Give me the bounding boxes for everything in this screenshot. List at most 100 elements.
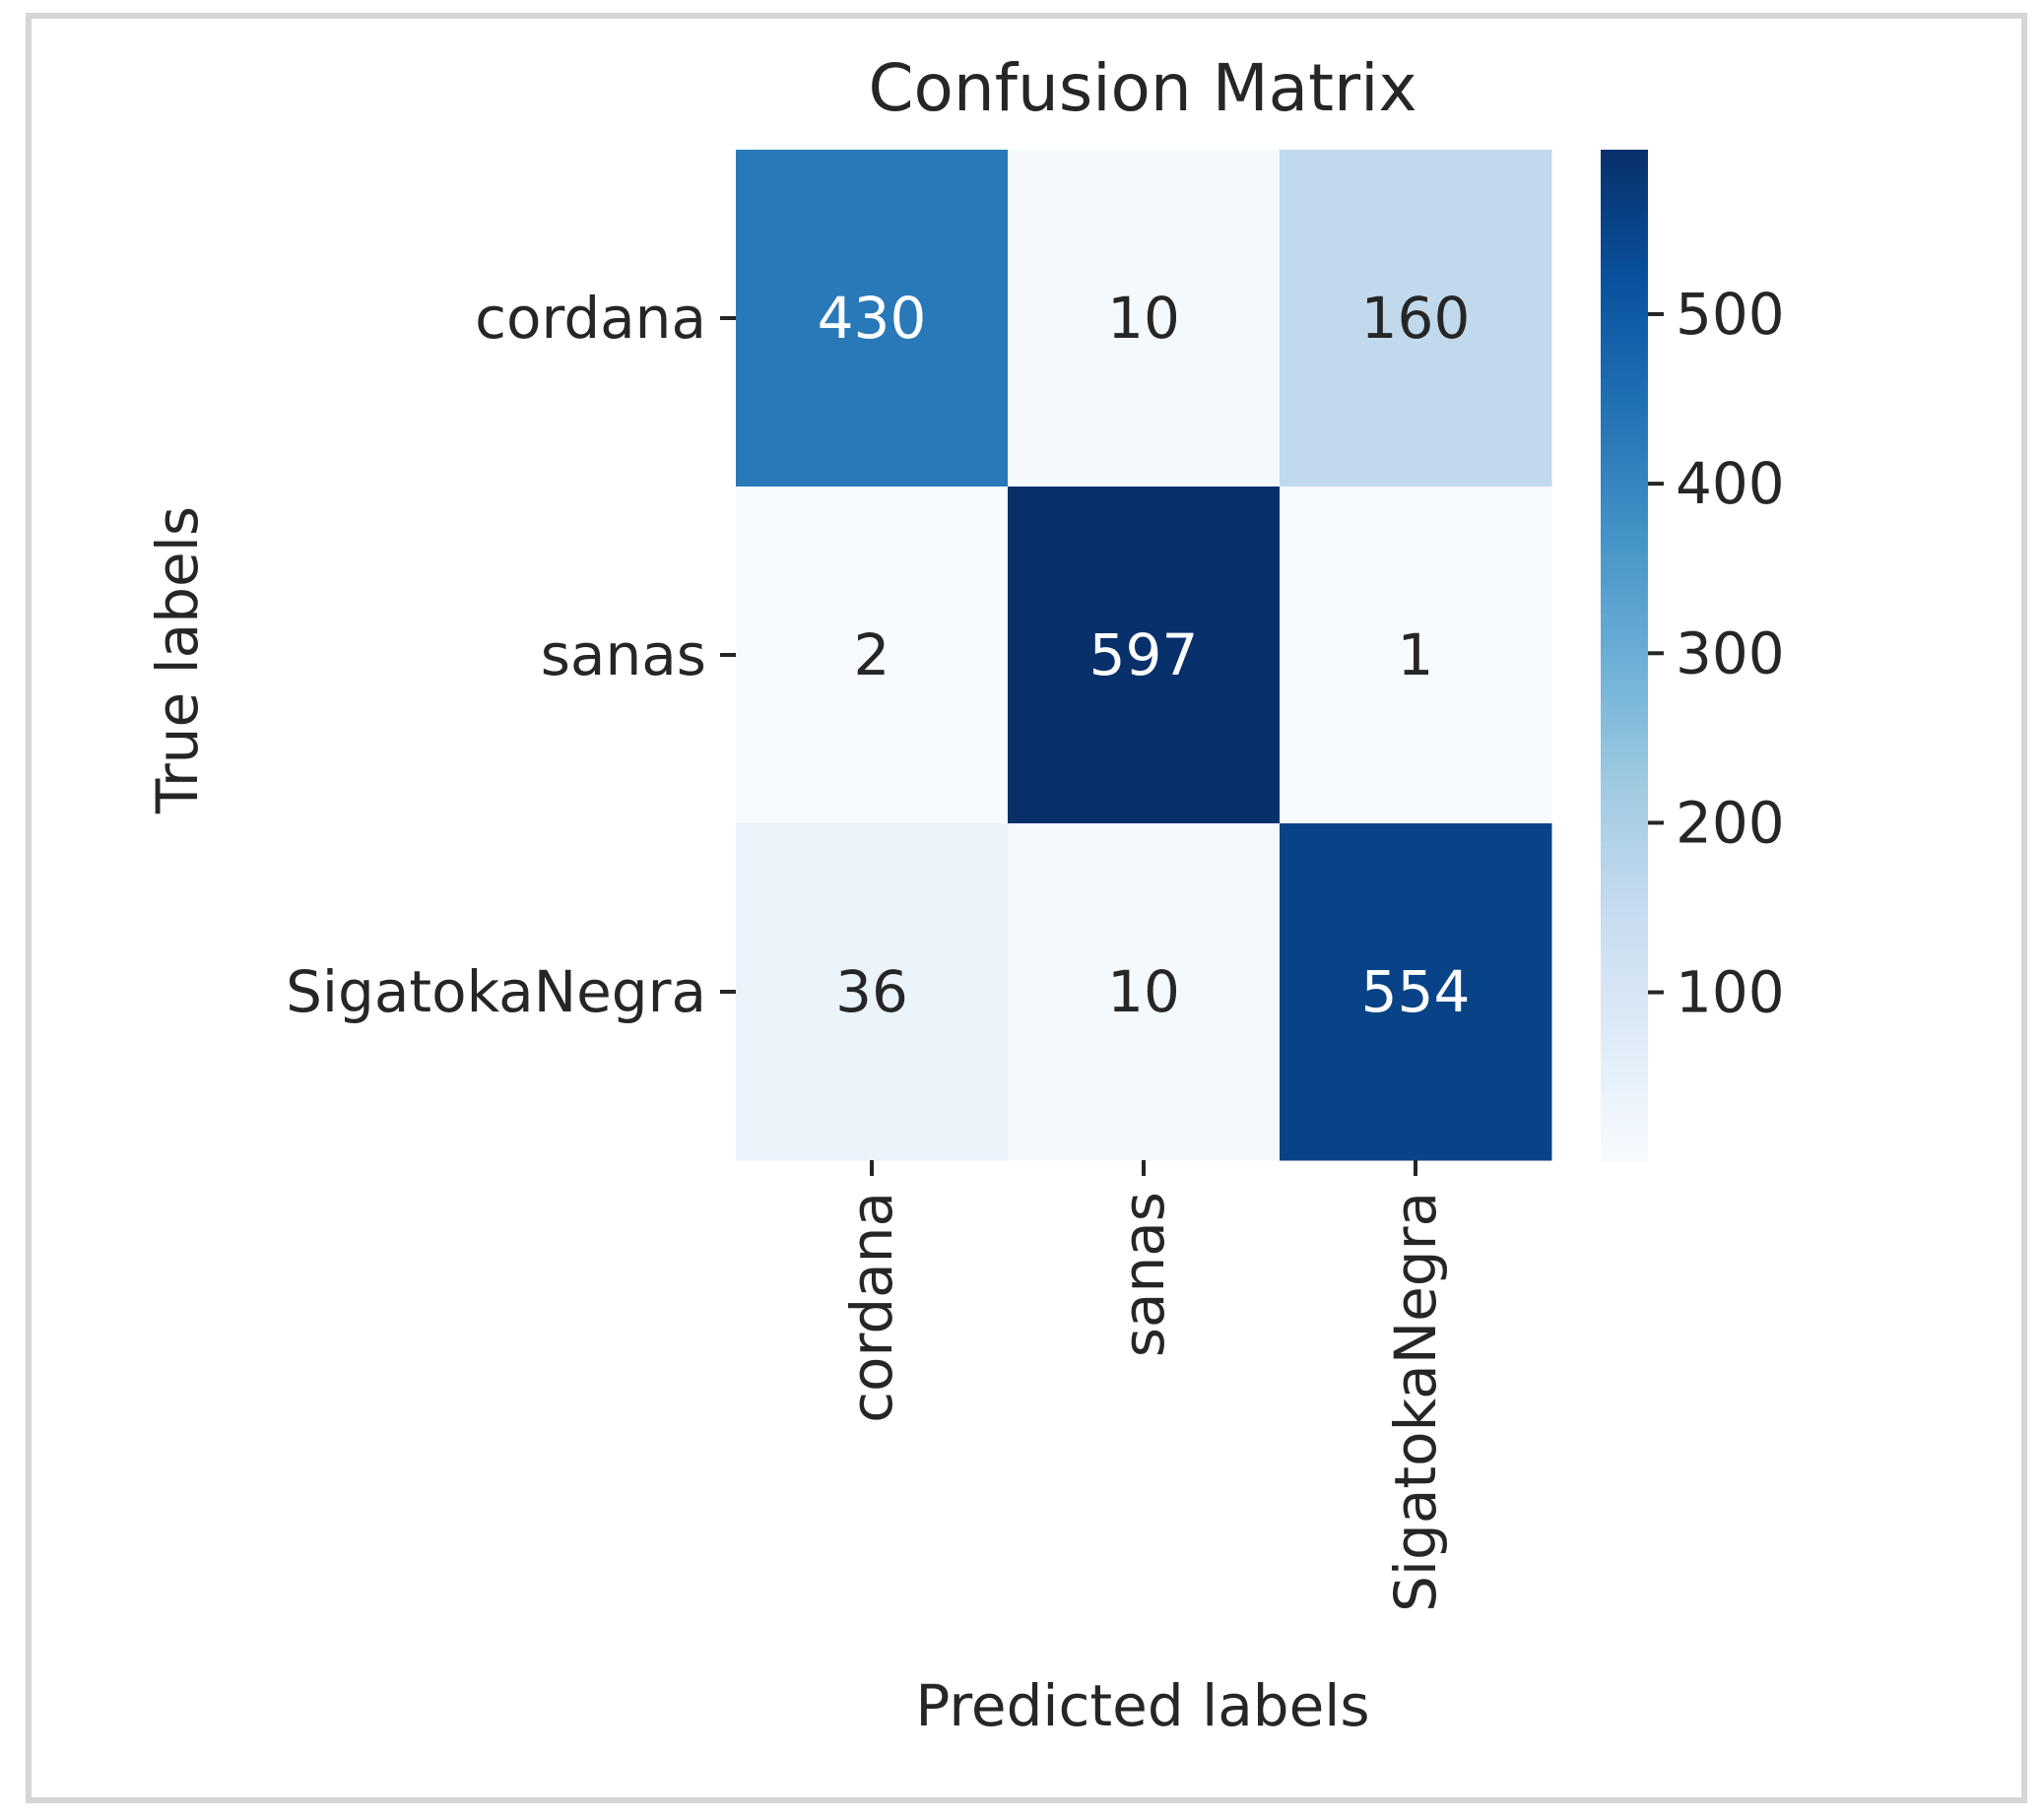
colorbar-segment <box>1601 941 1648 951</box>
colorbar-segment <box>1601 553 1648 563</box>
y-axis: cordana sanas SigatokaNegra <box>286 285 736 1025</box>
chart-title: Confusion Matrix <box>868 50 1416 126</box>
colorbar-segment <box>1601 748 1648 757</box>
colorbar-segment <box>1601 368 1648 378</box>
colorbar-segment <box>1601 764 1648 774</box>
colorbar-segment <box>1601 242 1648 252</box>
colorbar-segment <box>1601 722 1648 732</box>
colorbar-segment <box>1601 402 1648 413</box>
y-tick-label: sanas <box>541 621 706 688</box>
colorbar-segment <box>1601 1151 1648 1161</box>
colorbar-segment <box>1601 781 1648 791</box>
colorbar-segment <box>1601 1092 1648 1103</box>
colorbar-segment <box>1601 1000 1648 1010</box>
colorbar-segment <box>1601 848 1648 859</box>
colorbar-segment <box>1601 579 1648 589</box>
colorbar-segment <box>1601 158 1648 168</box>
colorbar-segment <box>1601 309 1648 319</box>
cell-value-label: 554 <box>1361 958 1471 1025</box>
colorbar-segment <box>1601 1135 1648 1144</box>
colorbar-segment <box>1601 663 1648 674</box>
colorbar-segment <box>1601 1109 1648 1120</box>
colorbar-segment <box>1601 1101 1648 1111</box>
colorbar-segment <box>1601 537 1648 547</box>
x-tick-label: sanas <box>1110 1192 1177 1357</box>
colorbar-segment <box>1601 276 1648 286</box>
colorbar-segment <box>1601 949 1648 959</box>
colorbar-segment <box>1601 284 1648 294</box>
colorbar-segment <box>1601 1016 1648 1027</box>
heatmap-cell-sanas-cordana <box>736 487 1009 824</box>
x-axis: cordana sanas SigatokaNegra <box>838 1160 1449 1612</box>
y-tick-label: SigatokaNegra <box>286 958 706 1025</box>
colorbar-segment <box>1601 655 1648 665</box>
colorbar-segment <box>1601 545 1648 555</box>
colorbar-segment <box>1601 326 1648 337</box>
cell-value-label: 10 <box>1107 958 1180 1025</box>
cell-value-label: 597 <box>1089 621 1199 688</box>
colorbar-segment <box>1601 352 1648 361</box>
colorbar-segment <box>1601 444 1648 454</box>
colorbar-segment <box>1601 376 1648 387</box>
colorbar-segment <box>1601 503 1648 513</box>
colorbar-segment <box>1601 1033 1648 1044</box>
colorbar-segment <box>1601 570 1648 581</box>
colorbar-segment <box>1601 672 1648 682</box>
colorbar-segment <box>1601 183 1648 193</box>
colorbar-segment <box>1601 957 1648 968</box>
colorbar-segment <box>1601 705 1648 715</box>
colorbar-segment <box>1601 520 1648 530</box>
colorbar-segment <box>1601 1084 1648 1094</box>
colorbar-segment <box>1601 1067 1648 1077</box>
colorbar-segment <box>1601 596 1648 606</box>
heatmap-cell-sanas-sanas <box>1008 487 1281 824</box>
colorbar-segment <box>1601 680 1648 690</box>
colorbar-segment <box>1601 646 1648 656</box>
colorbar-segment <box>1601 267 1648 278</box>
colorbar-segment <box>1601 696 1648 707</box>
colorbar-segment <box>1601 318 1648 328</box>
colorbar-segment <box>1601 613 1648 622</box>
colorbar-segment <box>1601 359 1648 370</box>
colorbar-segment <box>1601 335 1648 345</box>
colorbar-segment <box>1601 865 1648 876</box>
colorbar-segment <box>1601 1050 1648 1061</box>
colorbar-segment <box>1601 831 1648 842</box>
colorbar-segment <box>1601 637 1648 648</box>
heatmap-cell-SigatokaNegra-cordana <box>736 823 1009 1161</box>
heatmap-cell-cordana-SigatokaNegra <box>1280 150 1552 488</box>
colorbar-segment <box>1601 713 1648 724</box>
colorbar-segment <box>1601 933 1648 942</box>
colorbar-segment <box>1601 200 1648 210</box>
heatmap-cell-cordana-cordana <box>736 150 1009 488</box>
heatmap-cell-sanas-SigatokaNegra <box>1280 487 1552 824</box>
colorbar-segment <box>1601 814 1648 824</box>
colorbar-segment <box>1601 587 1648 598</box>
colorbar-segment <box>1601 823 1648 833</box>
colorbar-segment <box>1601 798 1648 808</box>
x-tick-label: cordana <box>838 1192 905 1423</box>
colorbar-segment <box>1601 300 1648 311</box>
colorbar-segment <box>1601 1059 1648 1069</box>
colorbar-segment <box>1601 478 1648 488</box>
colorbar-segment <box>1601 1142 1648 1153</box>
colorbar-segment <box>1601 150 1648 160</box>
cell-value-label: 430 <box>818 285 927 352</box>
cell-value-label: 10 <box>1107 285 1180 352</box>
colorbar-segment <box>1601 259 1648 269</box>
colorbar-segment <box>1601 890 1648 900</box>
colorbar-segment <box>1601 983 1648 993</box>
colorbar-segment <box>1601 739 1648 749</box>
colorbar-segment <box>1601 1008 1648 1018</box>
colorbar-segment <box>1601 604 1648 615</box>
heatmap-cell-cordana-sanas <box>1008 150 1281 488</box>
colorbar-segment <box>1601 1025 1648 1035</box>
x-tick-label: SigatokaNegra <box>1382 1192 1449 1612</box>
colorbar-segment <box>1601 166 1648 176</box>
colorbar-tick-label: 100 <box>1676 959 1785 1026</box>
colorbar-segment <box>1601 411 1648 421</box>
colorbar-segment <box>1601 511 1648 522</box>
colorbar-segment <box>1601 992 1648 1002</box>
colorbar-segment <box>1601 208 1648 219</box>
colorbar-segment <box>1601 233 1648 244</box>
